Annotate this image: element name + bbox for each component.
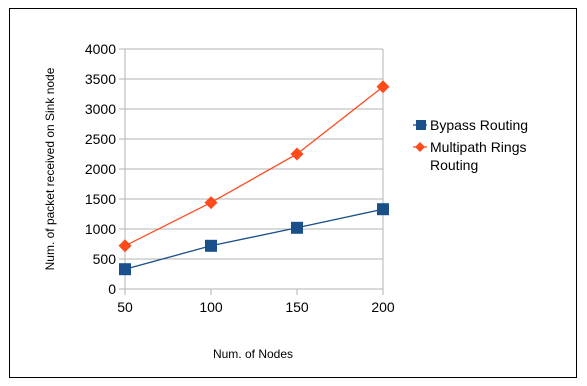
legend-key-multipath [415,142,425,152]
data-point-bypass [377,203,389,216]
x-tick-label: 100 [199,299,223,315]
y-tick-label: 1500 [85,191,116,207]
series-line-0 [124,208,384,270]
y-tick-labels: 0 500 1000 1500 2000 2500 3000 3500 4000 [85,41,116,297]
data-point-bypass [291,221,303,234]
data-point-multipath [118,239,132,253]
series-lines [124,86,384,270]
legend: Bypass Routing Multipath Rings Routing [413,117,528,173]
y-tick-label: 3000 [85,101,116,117]
legend-label-bypass: Bypass Routing [430,117,528,133]
y-tick-label: 4000 [85,41,116,57]
x-tick-label: 50 [117,299,133,315]
data-point-bypass [119,263,131,276]
data-point-multipath [376,80,390,94]
y-tick-label: 1000 [85,221,116,237]
y-axis-label: Num. of packet received on Sink node [43,67,57,270]
y-tick-label: 0 [108,281,116,297]
legend-label-multipath: Multipath Rings Routing [430,139,527,173]
y-tick-label: 500 [93,251,117,267]
data-point-multipath [204,196,218,210]
chart-frame [9,8,577,378]
data-point-multipath [290,147,304,161]
series-line-1 [124,86,384,247]
legend-key-bypass [416,120,426,130]
y-tick-label: 2500 [85,131,116,147]
series-markers [118,80,390,276]
x-tick-label: 200 [371,299,395,315]
x-tick-labels: 50 100 150 200 [117,299,395,315]
x-tick-label: 150 [285,299,309,315]
grid-lines [119,48,383,290]
data-point-bypass [205,239,217,252]
y-tick-label: 3500 [85,71,116,87]
y-tick-label: 2000 [85,161,116,177]
x-axis-label: Num. of Nodes [213,347,293,361]
